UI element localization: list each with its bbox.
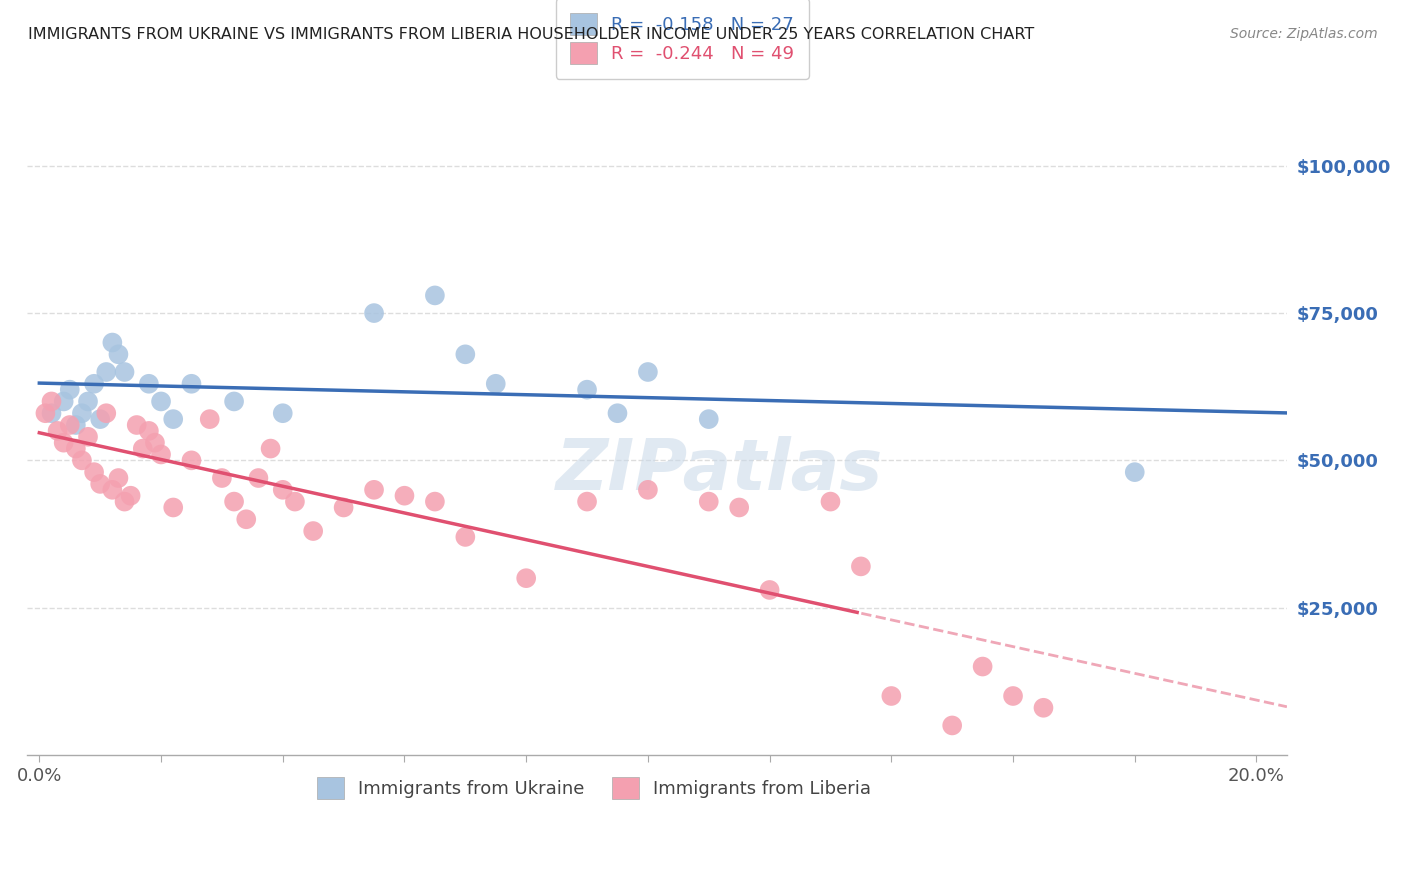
Point — [235, 512, 257, 526]
Point — [637, 483, 659, 497]
Point — [1002, 689, 1025, 703]
Point — [423, 288, 446, 302]
Text: Source: ZipAtlas.com: Source: ZipAtlas.com — [1230, 27, 1378, 41]
Point — [259, 442, 281, 456]
Point — [65, 442, 87, 456]
Point — [83, 376, 105, 391]
Point — [96, 365, 118, 379]
Point — [849, 559, 872, 574]
Point — [222, 494, 245, 508]
Point — [52, 394, 75, 409]
Point — [132, 442, 155, 456]
Point — [576, 494, 599, 508]
Point — [485, 376, 508, 391]
Point — [101, 335, 124, 350]
Point — [114, 494, 136, 508]
Point — [820, 494, 842, 508]
Point — [758, 582, 780, 597]
Point — [637, 365, 659, 379]
Point — [211, 471, 233, 485]
Point — [697, 494, 720, 508]
Point — [941, 718, 963, 732]
Point — [423, 494, 446, 508]
Point — [107, 471, 129, 485]
Point — [606, 406, 628, 420]
Point — [77, 430, 100, 444]
Point — [59, 417, 82, 432]
Point — [880, 689, 903, 703]
Point — [65, 417, 87, 432]
Point — [46, 424, 69, 438]
Point — [162, 412, 184, 426]
Point — [394, 489, 416, 503]
Legend: Immigrants from Ukraine, Immigrants from Liberia: Immigrants from Ukraine, Immigrants from… — [302, 763, 886, 814]
Text: ZIPatlas: ZIPatlas — [557, 436, 884, 505]
Point — [70, 453, 93, 467]
Point — [143, 435, 166, 450]
Point — [271, 483, 294, 497]
Point — [89, 412, 111, 426]
Point — [180, 453, 202, 467]
Point — [41, 394, 63, 409]
Point — [284, 494, 307, 508]
Point — [728, 500, 751, 515]
Point — [1123, 465, 1146, 479]
Point — [70, 406, 93, 420]
Point — [34, 406, 56, 420]
Point — [363, 483, 385, 497]
Point — [138, 424, 160, 438]
Point — [89, 477, 111, 491]
Point — [222, 394, 245, 409]
Point — [77, 394, 100, 409]
Point — [247, 471, 270, 485]
Point — [41, 406, 63, 420]
Point — [125, 417, 148, 432]
Point — [150, 447, 173, 461]
Point — [114, 365, 136, 379]
Point — [59, 383, 82, 397]
Text: IMMIGRANTS FROM UKRAINE VS IMMIGRANTS FROM LIBERIA HOUSEHOLDER INCOME UNDER 25 Y: IMMIGRANTS FROM UKRAINE VS IMMIGRANTS FR… — [28, 27, 1035, 42]
Point — [198, 412, 221, 426]
Point — [107, 347, 129, 361]
Point — [332, 500, 354, 515]
Point — [454, 347, 477, 361]
Point — [1032, 700, 1054, 714]
Point — [101, 483, 124, 497]
Point — [138, 376, 160, 391]
Point — [150, 394, 173, 409]
Point — [96, 406, 118, 420]
Point — [83, 465, 105, 479]
Point — [271, 406, 294, 420]
Point — [697, 412, 720, 426]
Point — [972, 659, 994, 673]
Point — [576, 383, 599, 397]
Point — [454, 530, 477, 544]
Point — [515, 571, 537, 585]
Point — [180, 376, 202, 391]
Point — [120, 489, 142, 503]
Point — [162, 500, 184, 515]
Point — [52, 435, 75, 450]
Point — [302, 524, 325, 538]
Point — [363, 306, 385, 320]
